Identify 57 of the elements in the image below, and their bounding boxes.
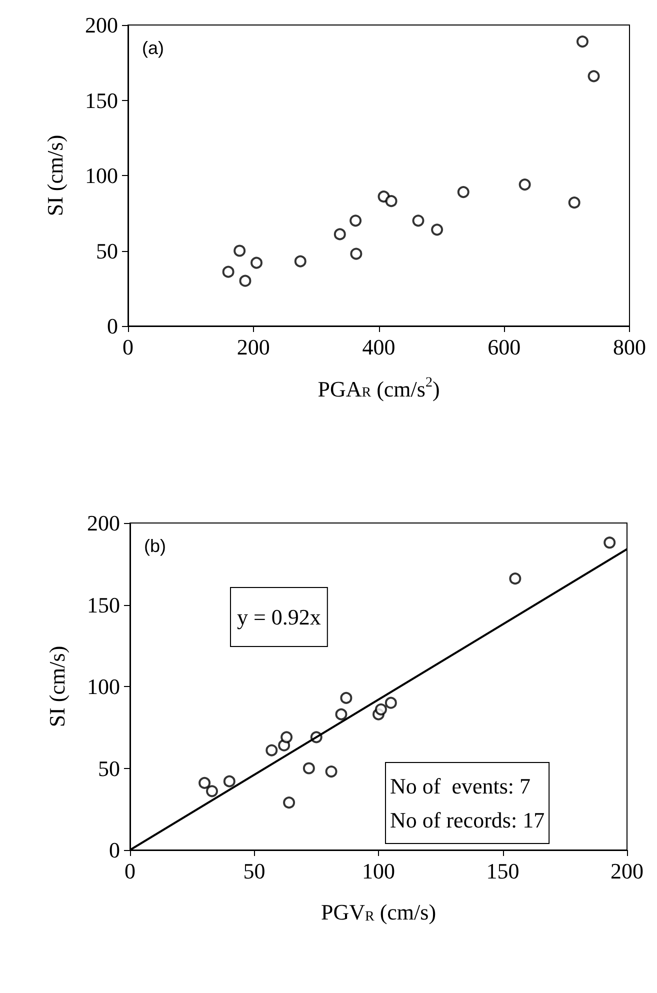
point	[604, 536, 616, 549]
y-tick-label: 50	[98, 756, 120, 781]
point	[457, 186, 470, 198]
x-tick-label: 200	[610, 858, 644, 884]
x-tick-label: 200	[236, 334, 270, 360]
x-axis-title: PGVR (cm/s)	[320, 900, 436, 924]
point	[431, 224, 444, 236]
y-tick-label: 50	[96, 238, 118, 264]
point	[518, 178, 531, 191]
x-tick-label: 800	[613, 334, 646, 360]
point	[568, 196, 580, 209]
point	[234, 244, 246, 257]
annotation: y = 0.92x	[237, 604, 321, 630]
y-tick-label: 100	[85, 163, 118, 188]
point	[385, 195, 398, 208]
point	[222, 266, 234, 278]
point	[239, 274, 252, 287]
point	[340, 692, 352, 704]
y-tick-label: 0	[107, 314, 118, 338]
point	[588, 70, 600, 82]
point	[350, 214, 362, 227]
point	[283, 796, 296, 809]
x-tick-label: 400	[362, 334, 396, 360]
annotation: No of records: 17	[390, 808, 545, 832]
point	[198, 776, 211, 789]
y-tick-label: 0	[109, 838, 120, 862]
x-tick-label: 150	[486, 858, 520, 884]
x-tick-label: 0	[124, 858, 136, 884]
y-tick-label: 150	[85, 88, 118, 113]
point	[350, 248, 362, 260]
point	[294, 255, 306, 268]
point	[302, 762, 315, 774]
y-axis-title: SI (cm/s)	[44, 646, 70, 728]
point	[576, 36, 588, 48]
y-tick-label: 150	[87, 592, 120, 618]
point	[335, 708, 348, 720]
y-tick-label: 100	[87, 674, 120, 699]
y-tick-label: 200	[85, 12, 118, 38]
point	[384, 696, 397, 709]
point	[206, 785, 218, 798]
point	[325, 766, 338, 778]
point	[223, 775, 236, 788]
point	[374, 703, 387, 716]
x-tick-label: 600	[488, 334, 521, 360]
point	[266, 744, 278, 756]
x-tick-label: 100	[362, 858, 395, 884]
y-tick-label: 200	[87, 510, 120, 536]
point	[334, 228, 346, 240]
annotation: No of events: 7	[390, 774, 531, 798]
annotation: (a)	[142, 38, 164, 58]
point	[250, 256, 263, 269]
annotation: (b)	[144, 536, 166, 556]
point	[280, 731, 293, 744]
y-axis-title: SI (cm/s)	[42, 134, 68, 216]
point	[509, 572, 522, 585]
x-tick-label: 50	[243, 858, 266, 884]
point	[412, 214, 424, 227]
